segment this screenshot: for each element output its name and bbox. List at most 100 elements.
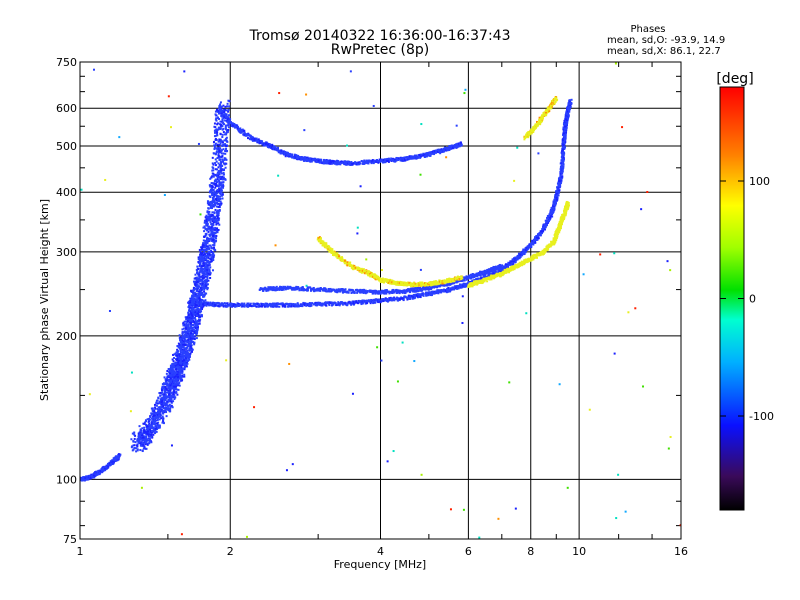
data-point — [154, 431, 157, 434]
data-point — [364, 299, 367, 302]
data-point — [189, 343, 192, 346]
data-point — [366, 159, 369, 162]
data-point — [416, 293, 419, 296]
data-point — [187, 311, 190, 314]
data-point — [151, 416, 154, 419]
data-point — [317, 301, 320, 304]
data-point — [168, 369, 171, 372]
data-point — [401, 156, 404, 159]
data-point — [207, 247, 210, 250]
data-point — [212, 197, 215, 200]
noise-point — [455, 124, 458, 127]
data-point — [425, 294, 428, 297]
data-point — [228, 105, 231, 108]
data-point — [162, 395, 165, 398]
data-point — [205, 267, 208, 270]
data-point — [228, 121, 231, 124]
data-point — [190, 340, 193, 343]
data-point — [209, 249, 212, 252]
data-point — [188, 358, 191, 361]
data-point — [444, 148, 447, 151]
data-point — [109, 463, 112, 466]
data-point — [200, 253, 203, 256]
data-point — [176, 355, 179, 358]
data-point — [213, 147, 216, 150]
data-point — [158, 408, 161, 411]
noise-point — [356, 226, 359, 229]
data-point — [243, 134, 246, 137]
data-point — [203, 257, 206, 260]
data-point — [214, 158, 217, 161]
data-point — [317, 159, 320, 162]
data-point — [141, 434, 144, 437]
data-point — [363, 160, 366, 163]
data-point — [219, 108, 222, 111]
data-point — [130, 446, 133, 449]
data-point — [209, 203, 212, 206]
data-point — [369, 301, 372, 304]
data-point — [208, 234, 211, 237]
data-point — [165, 415, 168, 418]
noise-point — [277, 174, 280, 177]
data-point — [181, 332, 184, 335]
data-point — [219, 203, 222, 206]
data-point — [206, 219, 209, 222]
data-point — [212, 175, 215, 178]
data-point — [163, 403, 166, 406]
data-point — [290, 302, 293, 305]
data-point — [208, 263, 211, 266]
data-point — [318, 303, 321, 306]
data-point — [380, 158, 383, 161]
data-point — [224, 128, 227, 131]
data-point — [249, 134, 252, 137]
data-point — [88, 474, 91, 477]
data-point — [212, 167, 215, 170]
data-point — [193, 300, 196, 303]
data-point — [209, 303, 212, 306]
data-point — [203, 295, 206, 298]
data-point — [163, 383, 166, 386]
data-point — [227, 110, 230, 113]
data-point — [192, 337, 195, 340]
data-point — [394, 160, 397, 163]
data-point — [186, 345, 189, 348]
data-point — [227, 121, 230, 124]
data-point — [182, 331, 185, 334]
data-point — [191, 312, 194, 315]
data-point — [144, 441, 147, 444]
data-point — [199, 270, 202, 273]
data-point — [220, 168, 223, 171]
data-point — [301, 305, 304, 308]
data-point — [215, 198, 218, 201]
data-point — [165, 379, 168, 382]
data-point — [199, 263, 202, 266]
data-point — [189, 322, 192, 325]
data-point — [184, 360, 187, 363]
data-point — [187, 355, 190, 358]
data-point — [142, 444, 145, 447]
data-point — [191, 340, 194, 343]
data-point — [217, 211, 220, 214]
data-point — [226, 302, 229, 305]
data-point — [205, 252, 208, 255]
data-point — [349, 163, 352, 166]
data-point — [224, 108, 227, 111]
data-point — [141, 427, 144, 430]
scatter-points — [80, 96, 573, 483]
data-point — [376, 160, 379, 163]
data-point — [229, 302, 232, 305]
data-point — [148, 427, 151, 430]
data-point — [141, 436, 144, 439]
data-point — [146, 432, 149, 435]
data-point — [198, 322, 201, 325]
data-point — [183, 337, 186, 340]
data-point — [209, 266, 212, 269]
data-point — [174, 380, 177, 383]
data-point — [200, 267, 203, 270]
data-point — [377, 301, 380, 304]
data-point — [217, 199, 220, 202]
data-point — [216, 134, 219, 137]
data-point — [220, 105, 223, 108]
data-point — [100, 469, 103, 472]
data-point — [196, 283, 199, 286]
